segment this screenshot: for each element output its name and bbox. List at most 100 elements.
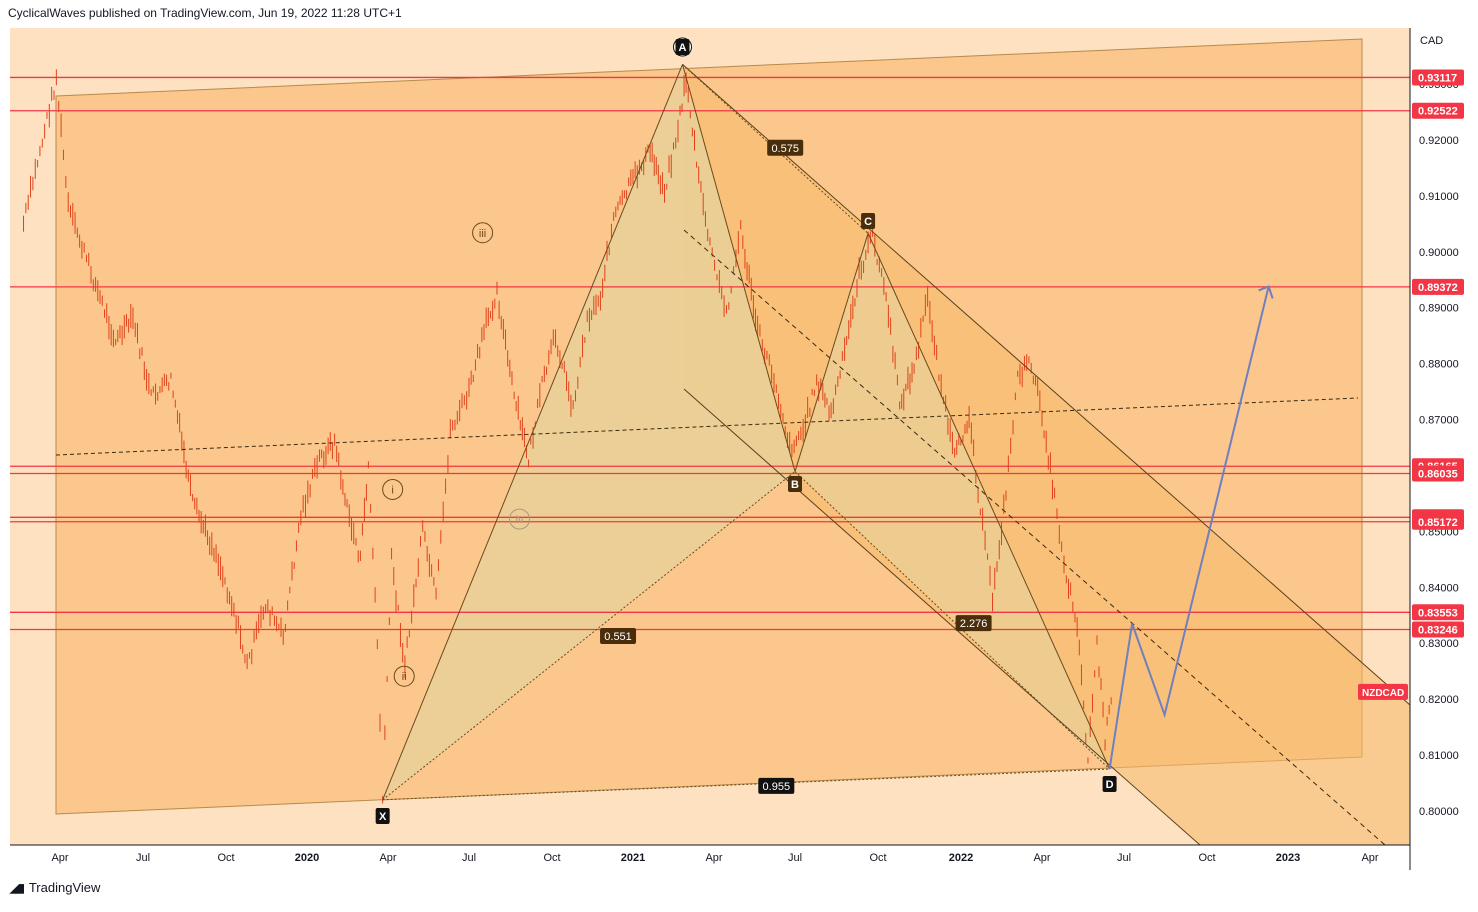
trend-midline [55,397,1359,456]
wave-label-iv[interactable]: iv [509,508,531,530]
pattern-point-d[interactable]: D [1102,776,1117,792]
ratio-text: 2.276 [960,618,988,630]
y-tick-label: 0.89000 [1419,303,1459,315]
price-axis-panel [1410,28,1478,845]
pattern-point-badge [375,808,390,824]
y-tick-label: 0.84000 [1419,582,1459,594]
ratio-badge [955,615,992,632]
wave-text: i [391,484,393,496]
channel-lower-line [683,388,1201,846]
pattern-point-b[interactable]: B [788,476,802,492]
level-price-tag[interactable]: 0.83246 [1412,621,1464,638]
pattern-leg-xa [382,64,683,801]
y-tick-label: 0.83000 [1419,638,1459,650]
pattern-leg-bd [794,471,1110,770]
x-tick-label: Apr [51,852,68,864]
level-tag-text: 0.86035 [1418,469,1458,481]
y-tick-label: 0.80000 [1419,806,1459,818]
symbol-tag-bg [1358,683,1408,700]
pattern-point-text: D [1106,779,1114,791]
x-tick-label: Apr [379,852,396,864]
x-tick-label: Apr [1361,852,1378,864]
pattern-leg-ab [682,64,796,472]
level-price-tag[interactable]: 0.93117 [1412,69,1464,86]
level-tag-text: 0.89372 [1418,282,1458,294]
level-tag-bg [1412,102,1464,119]
level-tag-text: 0.92522 [1418,106,1458,118]
wave-circle [472,222,494,244]
wave-label-i[interactable]: i [382,478,404,500]
ratio-label[interactable]: 2.276 [955,615,992,632]
pattern-leg-xd [382,768,1110,801]
x-tick-label: 2023 [1276,852,1300,864]
ratio-badge [758,777,795,794]
wave-text: ii [402,671,407,683]
y-tick-label: 0.91000 [1419,191,1459,203]
level-price-tag[interactable]: 0.85172 [1412,513,1464,530]
level-price-tag[interactable]: 0.83553 [1412,604,1464,621]
projection-path[interactable] [1108,286,1270,770]
pattern-point-badge [1102,776,1117,792]
pattern-point-a[interactable]: A [673,37,692,57]
y-tick-label: 0.88000 [1419,359,1459,371]
level-tag-bg [1412,278,1464,295]
wave-text: iii [479,228,486,240]
ratio-text: 0.575 [771,143,799,155]
wave-label-iii[interactable]: iii [472,222,494,244]
level-tag-bg [1412,621,1464,638]
symbol-tag-text: NZDCAD [1362,688,1404,699]
footer: ◢▮ TradingView [10,880,100,895]
symbol-price-tag[interactable]: NZDCAD [1358,683,1408,700]
pattern-point-badge [675,39,690,55]
x-tick-label: 2022 [949,852,973,864]
x-tick-label: Jul [1117,852,1131,864]
footer-brand: TradingView [28,880,101,895]
pattern-point-text: B [791,479,799,491]
channel-mid-line [683,229,1386,846]
ratio-text: 0.551 [604,631,632,643]
pattern-point-badge [861,213,876,229]
x-tick-label: Jul [462,852,476,864]
x-tick-label: Oct [1198,852,1215,864]
level-tag-bg [1412,513,1464,530]
ratio-badge [600,627,637,644]
ratio-label[interactable]: 0.551 [600,627,637,644]
level-price-tag[interactable]: 0.92522 [1412,102,1464,119]
pattern-point-text: C [864,216,872,228]
level-tag-text: 0.85172 [1418,517,1458,529]
y-tick-label: 0.82000 [1419,694,1459,706]
x-tick-label: Jul [788,852,802,864]
ratio-text: 0.955 [763,781,791,793]
level-price-tag[interactable]: 0.89372 [1412,278,1464,295]
y-tick-label: 0.81000 [1419,750,1459,762]
wave-text: iv [516,514,524,526]
projection-arrowhead-icon [1258,285,1274,299]
channel-upper-line [682,64,1411,706]
x-tick-label: 2020 [295,852,319,864]
ratio-label[interactable]: 0.955 [758,777,795,794]
wave-label-ii[interactable]: ii [393,665,415,687]
y-tick-label: 0.90000 [1419,247,1459,259]
x-tick-label: Oct [869,852,886,864]
pattern-point-x[interactable]: X [375,808,390,824]
level-tag-text: 0.83553 [1418,607,1458,619]
level-tag-bg [1412,465,1464,482]
level-price-tag[interactable]: 0.86035 [1412,465,1464,482]
wave-circle [509,508,531,530]
level-tag-bg [1412,604,1464,621]
x-tick-label: Apr [1033,852,1050,864]
tradingview-logo-icon[interactable]: ◢▮ [10,880,25,895]
currency-label: CAD [1420,35,1443,47]
x-tick-label: 2021 [621,852,645,864]
ratio-label[interactable]: 0.575 [767,139,804,156]
level-tag-text: 0.93117 [1418,72,1457,84]
pattern-point-c[interactable]: C [861,213,876,229]
x-tick-label: Oct [543,852,560,864]
y-tick-label: 0.87000 [1419,415,1459,427]
publish-info: CyclicalWaves published on TradingView.c… [8,6,402,20]
wave-circle [382,478,404,500]
x-tick-label: Jul [136,852,150,864]
y-tick-label: 0.92000 [1419,135,1459,147]
